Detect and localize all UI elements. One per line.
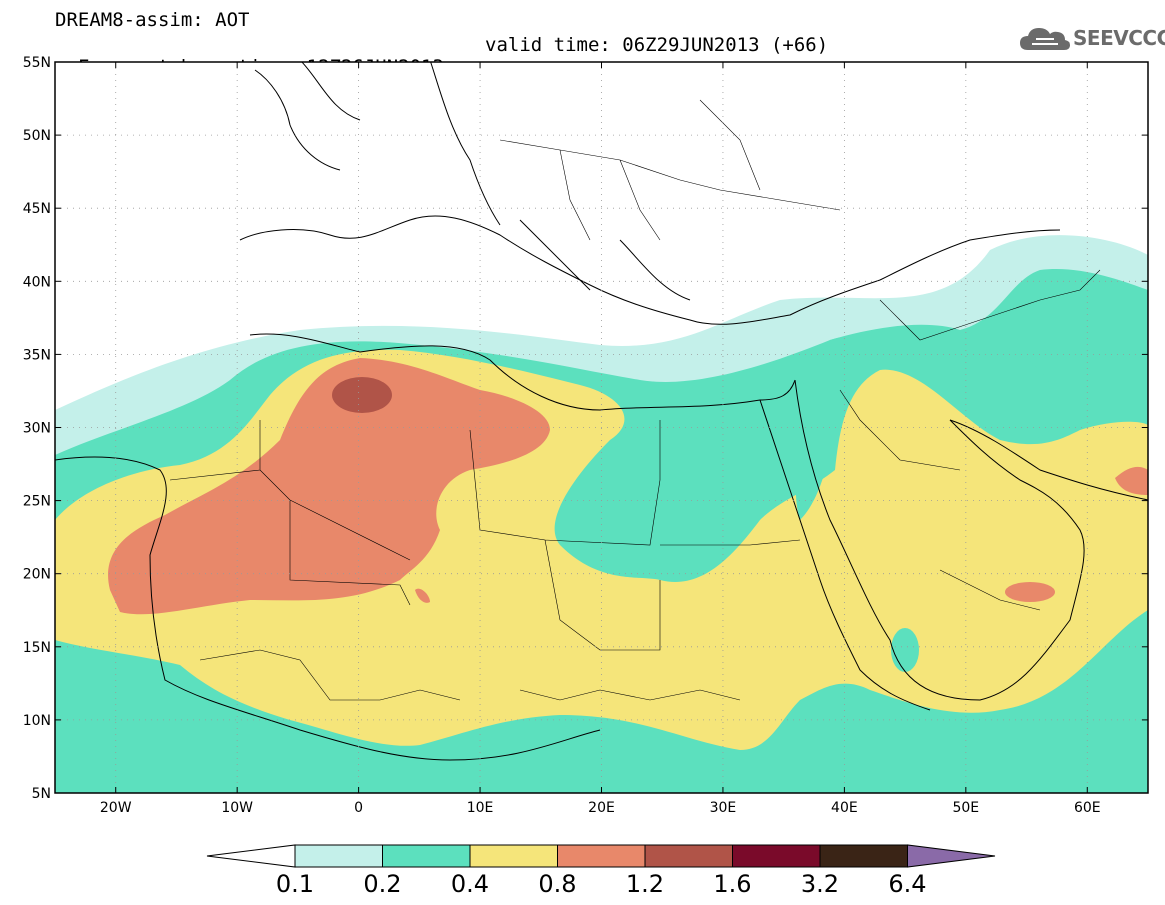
lat-tick-label: 50N	[23, 128, 51, 144]
aot-patch-yemen	[891, 628, 919, 672]
lat-tick-label: 35N	[23, 347, 51, 363]
lon-tick-label: 20E	[588, 800, 615, 816]
colorbar-under-arrow	[206, 844, 296, 868]
lon-tick-label: 30E	[710, 800, 737, 816]
lon-tick-label: 10W	[221, 800, 253, 816]
lon-tick-label: 20W	[100, 800, 132, 816]
colorbar-box	[469, 844, 558, 868]
lat-tick-label: 40N	[23, 274, 51, 290]
lat-tick-label: 15N	[23, 640, 51, 656]
lon-tick-label: 60E	[1074, 800, 1101, 816]
lat-tick-label: 55N	[23, 55, 51, 71]
lat-tick-label: 20N	[23, 567, 51, 583]
colorbar-label: 6.4	[888, 870, 926, 898]
seevccc-logo: SEEVCCC	[1018, 22, 1165, 54]
axis-ticks: 20W 10W 0 10E 20E 30E 40E 50E 60E 55N 50N 45N 40N 35N…	[23, 55, 1148, 816]
aot-patch-levant	[795, 336, 890, 520]
logo-text: SEEVCCC	[1073, 26, 1165, 50]
colorbar-box	[557, 844, 646, 868]
colorbar-box	[732, 844, 821, 868]
aot-patch-iran	[1115, 466, 1148, 495]
lat-tick-label: 5N	[32, 786, 51, 802]
colorbar-over-arrow	[907, 844, 996, 868]
colorbar-label: 3.2	[801, 870, 839, 898]
aot-patch-sahel	[415, 588, 430, 603]
aot-patch-arabia	[1005, 582, 1055, 602]
lat-tick-label: 10N	[23, 713, 51, 729]
lon-tick-label: 10E	[467, 800, 494, 816]
lon-tick-label: 40E	[831, 800, 858, 816]
map-title: DREAM8-assim: AOT	[55, 9, 250, 31]
colorbar-label: 1.6	[713, 870, 751, 898]
colorbar-box	[644, 844, 733, 868]
lat-tick-label: 45N	[23, 201, 51, 217]
colorbar-label: 1.2	[626, 870, 664, 898]
colorbar-label: 0.4	[451, 870, 489, 898]
colorbar-label: 0.1	[276, 870, 314, 898]
coastlines	[55, 62, 1148, 761]
lon-tick-label: 50E	[952, 800, 979, 816]
aot-band-0-8	[108, 358, 551, 615]
colorbar-box	[382, 844, 471, 868]
colorbar-label: 0.2	[363, 870, 401, 898]
valid-time-text: valid time: 06Z29JUN2013 (+66)	[485, 34, 829, 56]
aot-patch-iran-plateau	[959, 343, 1060, 441]
lat-tick-label: 25N	[23, 494, 51, 510]
country-borders	[169, 99, 1101, 701]
lon-tick-label: 0	[354, 800, 363, 816]
lat-tick-label: 30N	[23, 421, 51, 437]
aot-band-1-2	[332, 377, 392, 413]
cloud-icon	[1020, 28, 1070, 50]
colorbar-box	[294, 844, 383, 868]
colorbar-box	[819, 844, 908, 868]
colorbar: 0.1 0.2 0.4 0.8 1.2 1.6 3.2 6.4	[206, 844, 996, 898]
colorbar-label: 0.8	[538, 870, 576, 898]
